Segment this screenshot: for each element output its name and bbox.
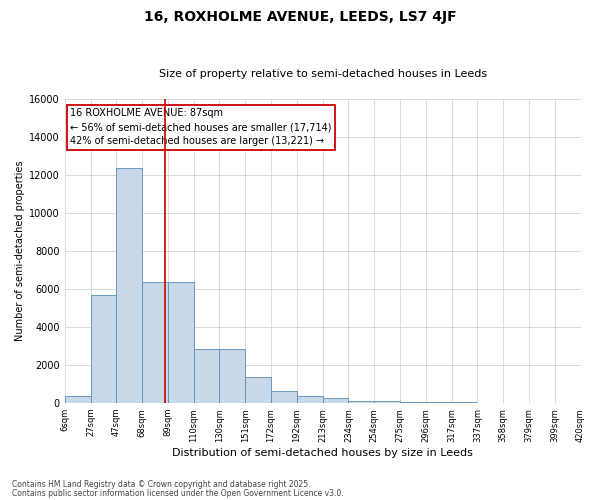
Bar <box>400 402 426 403</box>
Bar <box>65 396 91 403</box>
Bar <box>349 400 374 403</box>
Bar <box>271 390 297 403</box>
Bar <box>194 349 220 403</box>
Bar <box>426 402 452 403</box>
Bar <box>245 378 271 403</box>
Bar <box>452 402 478 403</box>
Bar <box>91 295 116 403</box>
Bar <box>168 282 194 403</box>
Bar <box>220 349 245 403</box>
Y-axis label: Number of semi-detached properties: Number of semi-detached properties <box>15 161 25 342</box>
Bar <box>142 282 168 403</box>
Bar <box>116 168 142 403</box>
Text: Contains public sector information licensed under the Open Government Licence v3: Contains public sector information licen… <box>12 488 344 498</box>
Bar <box>323 398 349 403</box>
Text: 16, ROXHOLME AVENUE, LEEDS, LS7 4JF: 16, ROXHOLME AVENUE, LEEDS, LS7 4JF <box>143 10 457 24</box>
Bar <box>374 402 400 403</box>
Text: Contains HM Land Registry data © Crown copyright and database right 2025.: Contains HM Land Registry data © Crown c… <box>12 480 311 489</box>
Title: Size of property relative to semi-detached houses in Leeds: Size of property relative to semi-detach… <box>158 69 487 79</box>
X-axis label: Distribution of semi-detached houses by size in Leeds: Distribution of semi-detached houses by … <box>172 448 473 458</box>
Text: 16 ROXHOLME AVENUE: 87sqm
← 56% of semi-detached houses are smaller (17,714)
42%: 16 ROXHOLME AVENUE: 87sqm ← 56% of semi-… <box>70 108 331 146</box>
Bar <box>297 396 323 403</box>
